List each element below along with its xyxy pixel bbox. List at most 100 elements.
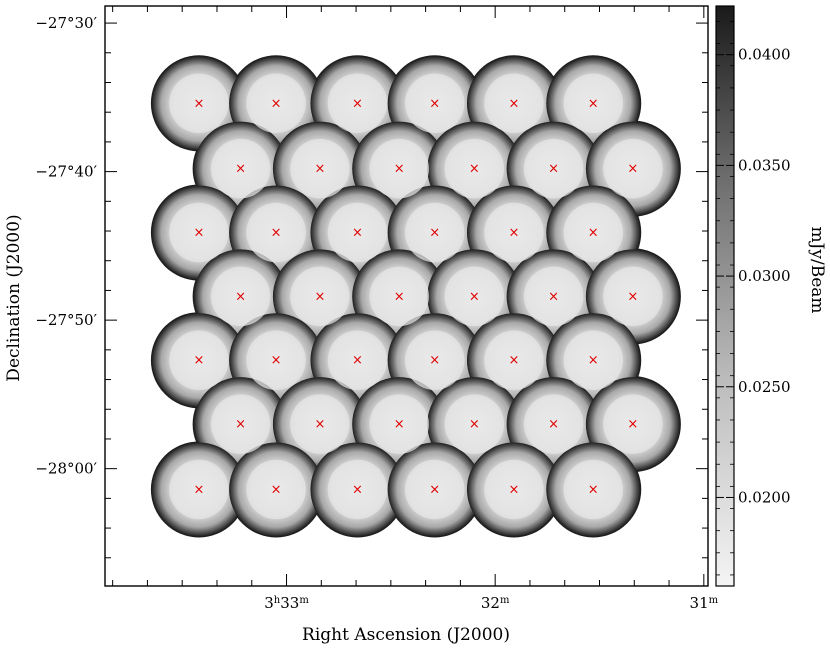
beam-core	[369, 394, 429, 454]
pointing-marker: ×	[429, 353, 440, 368]
y-tick-label: −27°30′	[35, 14, 97, 32]
beam-core	[603, 266, 663, 327]
beam-core	[404, 330, 465, 390]
pointing-marker: ×	[429, 96, 440, 111]
colorbar-title: mJy/Beam	[807, 226, 827, 313]
pointing-marker: ×	[352, 96, 363, 111]
beam-core	[290, 266, 350, 327]
beam-core	[327, 459, 388, 520]
beam-core	[484, 202, 544, 263]
pointing-marker: ×	[588, 226, 599, 241]
pointing-marker: ×	[509, 482, 520, 497]
x-tick-labels: 3h33m 32m 31m	[264, 594, 718, 612]
pointing-marker: ×	[509, 353, 520, 368]
beam-core	[404, 73, 465, 134]
colorbar-tick-label: 0.0400	[738, 46, 791, 64]
x-tick-label: 32m	[481, 594, 510, 612]
pointing-marker: ×	[193, 482, 204, 497]
pointing-marker: ×	[509, 226, 520, 241]
y-tick-label: −27°50′	[35, 311, 97, 329]
beam-core	[484, 330, 544, 390]
beam-core	[523, 394, 584, 454]
colorbar-tick-label: 0.0200	[738, 488, 791, 506]
beam-core	[169, 73, 229, 134]
x-axis-title: Right Ascension (J2000)	[302, 625, 510, 645]
beam-core	[404, 202, 465, 263]
pointing-marker: ×	[588, 482, 599, 497]
x-tick-label: 31m	[690, 594, 719, 612]
pointing-marker: ×	[271, 482, 282, 497]
beam-core	[444, 394, 505, 454]
beam-core	[169, 202, 229, 263]
pointing-marker: ×	[394, 162, 405, 177]
pointing-marker: ×	[271, 226, 282, 241]
colorbar-ticks: 0.0400 0.0350 0.0300 0.0250 0.0200	[716, 21, 791, 576]
pointing-marker: ×	[352, 353, 363, 368]
pointing-marker: ×	[394, 417, 405, 432]
pointing-marker: ×	[394, 289, 405, 304]
pointing-marker: ×	[469, 417, 480, 432]
beam-core	[369, 138, 429, 199]
beam-core	[210, 394, 271, 454]
pointing-marker: ×	[627, 162, 638, 177]
beam-core	[210, 138, 271, 199]
pointing-marker: ×	[235, 162, 246, 177]
pointing-marker: ×	[469, 162, 480, 177]
colorbar-tick-label: 0.0300	[738, 267, 791, 285]
y-tick-label: −28°00′	[35, 460, 97, 478]
pointing-marker: ×	[509, 96, 520, 111]
pointing-marker: ×	[588, 353, 599, 368]
beam-core	[563, 202, 624, 263]
beam-core	[169, 459, 229, 520]
pointing-marker: ×	[271, 96, 282, 111]
x-tick-label: 3h33m	[264, 594, 309, 612]
y-axis-title: Declination (J2000)	[4, 214, 24, 381]
beam-core	[444, 266, 505, 327]
beam-core	[246, 73, 306, 134]
colorbar	[715, 5, 735, 587]
beam-core	[246, 330, 306, 390]
beam-core	[484, 459, 544, 520]
pointing-marker: ×	[548, 289, 559, 304]
beam-core	[603, 394, 663, 454]
beam-core	[484, 73, 544, 134]
beam-core	[563, 330, 624, 390]
pointing-marker: ×	[429, 226, 440, 241]
pointing-marker: ×	[235, 289, 246, 304]
beam-core	[290, 138, 350, 199]
beam-core	[327, 73, 388, 134]
pointing-marker: ×	[352, 226, 363, 241]
pointing-marker: ×	[548, 417, 559, 432]
pointing-markers: × × × × × × × × × × × × × × × × × × × × × × × × × × × × × × × × × × × × × × × ×…	[193, 96, 638, 497]
beam-core	[169, 330, 229, 390]
pointing-marker: ×	[429, 482, 440, 497]
pointing-marker: ×	[314, 162, 325, 177]
beam-core	[603, 138, 663, 199]
beam-core	[563, 73, 624, 134]
beam-core	[246, 459, 306, 520]
colorbar-tick-label: 0.0250	[738, 378, 791, 396]
pointing-marker: ×	[627, 417, 638, 432]
pointing-marker: ×	[193, 226, 204, 241]
beam-core	[404, 459, 465, 520]
beam-core	[444, 138, 505, 199]
y-tick-label: −27°40′	[35, 163, 97, 181]
plot-frame	[104, 5, 709, 587]
pointing-marker: ×	[193, 96, 204, 111]
beam-core	[523, 266, 584, 327]
y-tick-labels: −27°30′ −27°40′ −27°50′ −28°00′	[35, 14, 97, 478]
beam-core	[290, 394, 350, 454]
pointing-marker: ×	[548, 162, 559, 177]
pointing-marker: ×	[352, 482, 363, 497]
pointing-marker: ×	[588, 96, 599, 111]
pointing-marker: ×	[314, 417, 325, 432]
beam-core	[523, 138, 584, 199]
pointing-marker: ×	[235, 417, 246, 432]
beam-core	[327, 202, 388, 263]
beam-core	[246, 202, 306, 263]
pointing-marker: ×	[627, 289, 638, 304]
beam-core	[563, 459, 624, 520]
pointing-marker: ×	[469, 289, 480, 304]
beam-core	[210, 266, 271, 327]
